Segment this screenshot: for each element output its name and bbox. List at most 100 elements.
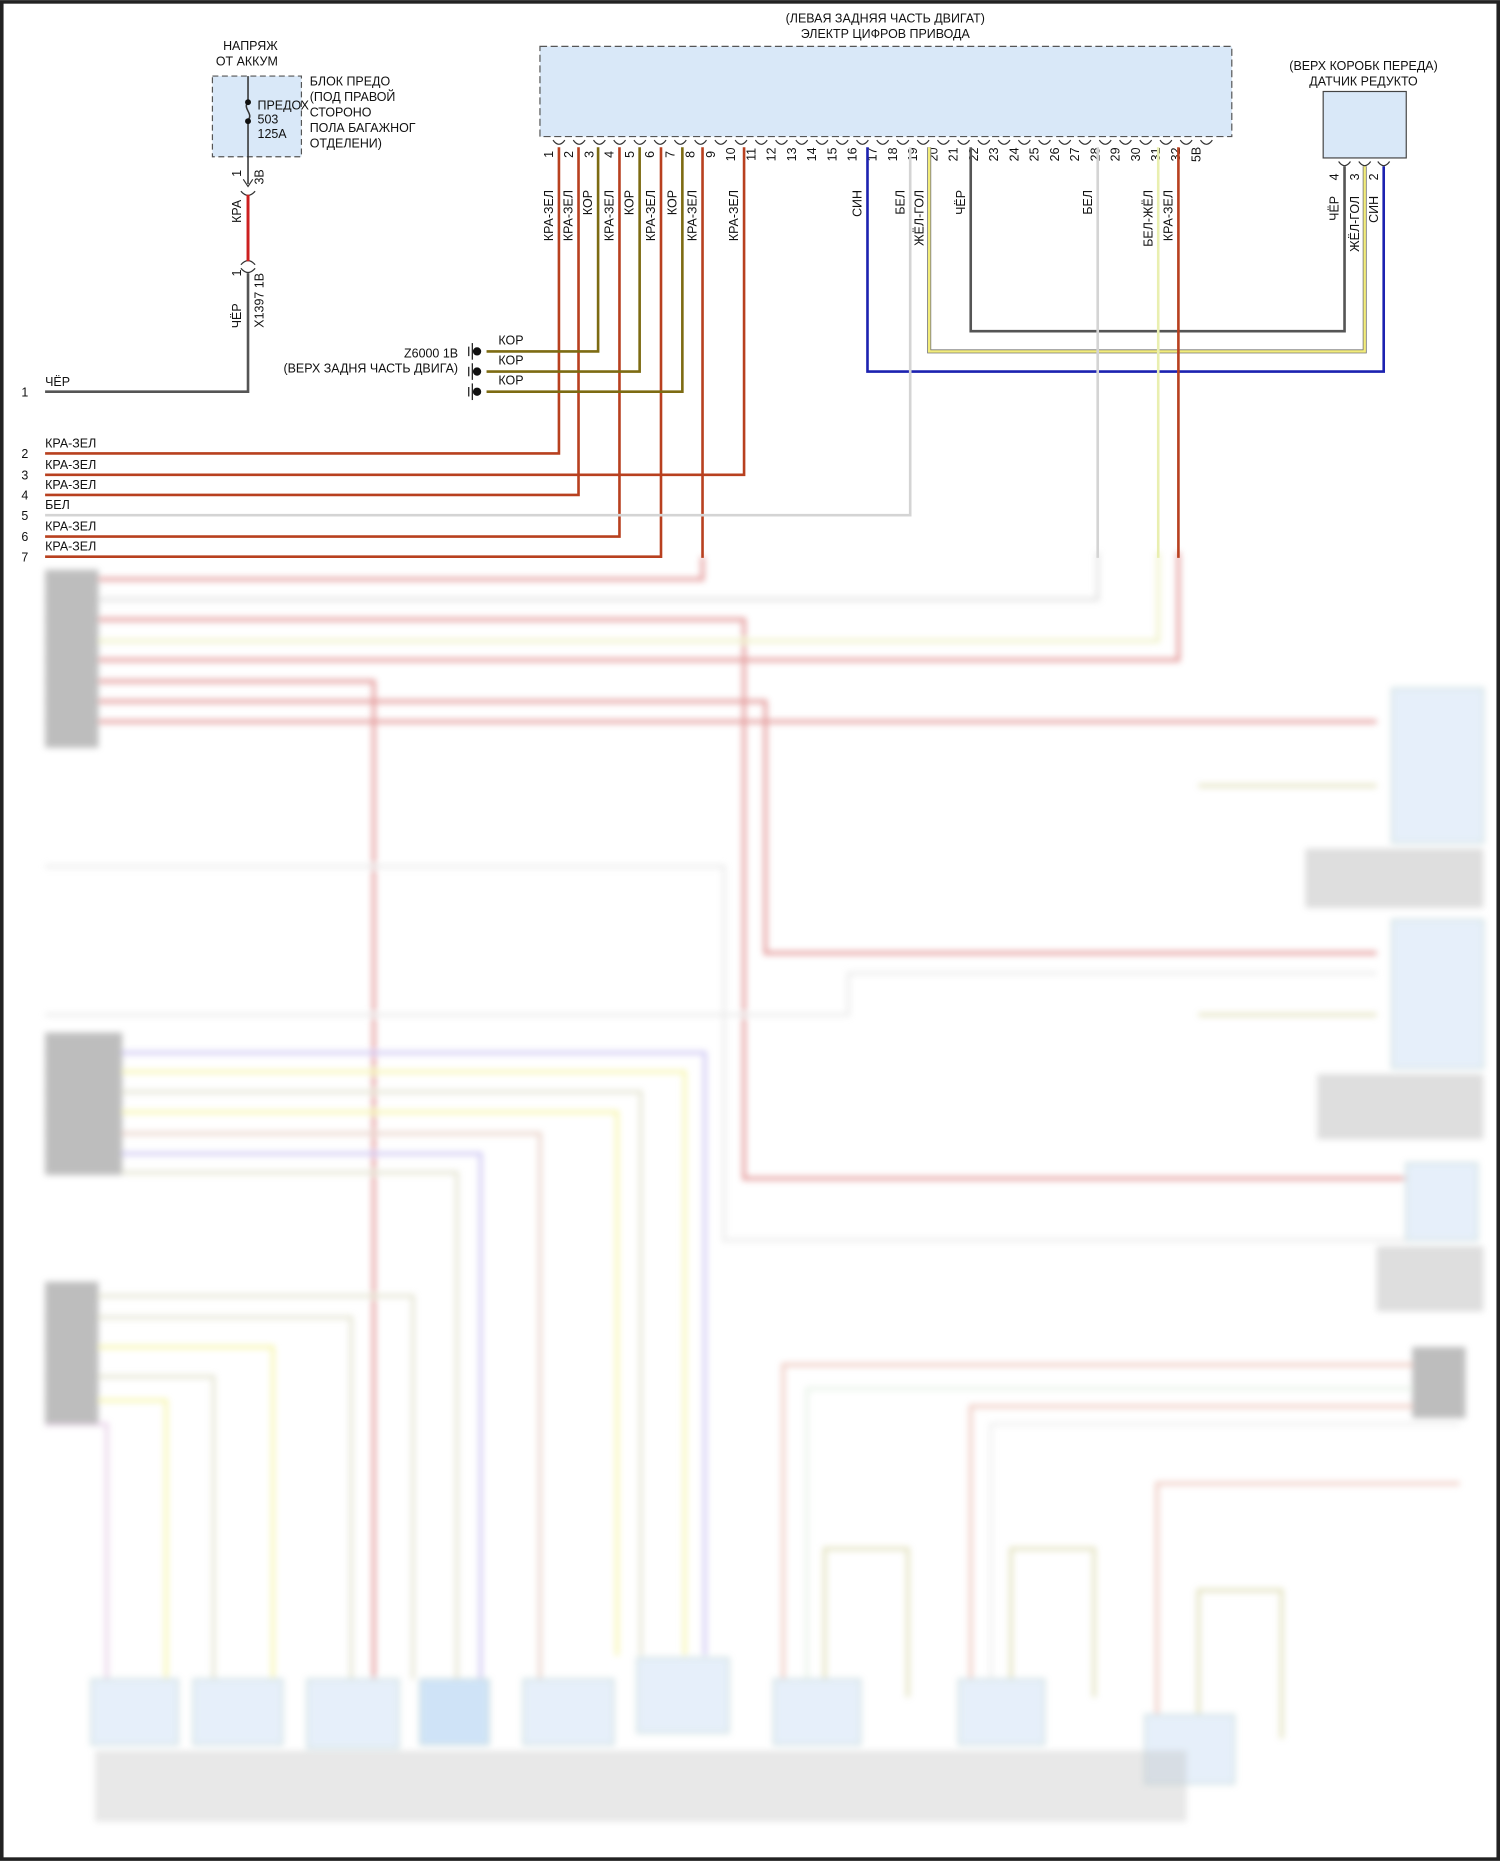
pin-number: 18 xyxy=(886,147,900,161)
wire xyxy=(45,1151,483,1680)
pin-number: 8 xyxy=(684,151,698,158)
pin-number: 12 xyxy=(765,147,779,161)
pin-connector-icon xyxy=(775,139,788,145)
pin-connector-icon xyxy=(896,139,910,145)
pin-connector-icon xyxy=(1159,139,1173,145)
wire-color-label: КРА-ЗЕЛ xyxy=(603,190,617,241)
component xyxy=(1391,918,1485,1070)
pin-number: 4 xyxy=(1328,173,1342,180)
pin-connector-icon xyxy=(957,139,971,145)
pin-number: 6 xyxy=(643,151,657,158)
wire xyxy=(45,1090,643,1656)
ecu-wire-labels: КРА-ЗЕЛ КРА-ЗЕЛ КОР КРА-ЗЕЛ КОР КРА-ЗЕЛ КОР КРА… xyxy=(542,190,1175,247)
wire-color-label: КРА-ЗЕЛ xyxy=(1161,190,1175,241)
wire-color-label: КРА-ЗЕЛ xyxy=(542,190,556,241)
wire-color-label: КРА-ЗЕЛ xyxy=(562,190,576,241)
pin-connector-icon xyxy=(633,139,647,145)
connector-label: X1397 1В xyxy=(252,273,266,328)
row-number: 4 xyxy=(21,489,28,503)
wire-color-label: СИН xyxy=(851,190,865,217)
blurred-lower-section xyxy=(45,551,1485,1822)
wire xyxy=(45,556,705,582)
component xyxy=(192,1678,284,1746)
pin-connector-icon xyxy=(1139,139,1153,145)
pin-number: 21 xyxy=(947,147,961,161)
wire xyxy=(45,551,1161,643)
wire xyxy=(822,1546,910,1698)
pin-connector-icon xyxy=(734,139,748,145)
row-number: 6 xyxy=(21,530,28,544)
battery-supply-label: ОТ АККУМ xyxy=(216,54,278,68)
pin-label: 1 xyxy=(230,270,244,277)
svg-text:(ПОД ПРАВОЙ: (ПОД ПРАВОЙ xyxy=(310,89,396,104)
pin-connector-icon xyxy=(1058,139,1072,145)
wire xyxy=(989,1422,1460,1680)
fuse-terminal xyxy=(245,118,251,125)
ecu-title: ЭЛЕКТР ЦИФРОВ ПРИВОДА xyxy=(801,27,971,41)
pin-number: 1 xyxy=(542,151,556,158)
pin-label: 1 xyxy=(230,170,244,177)
pin-number: 4 xyxy=(603,151,617,158)
pin-number: 17 xyxy=(866,147,880,161)
row-wire-color: КРА-ЗЕЛ xyxy=(45,478,96,492)
pin-connector-icon xyxy=(714,139,728,145)
wire xyxy=(45,699,1377,955)
fuse-box xyxy=(211,75,303,158)
wire xyxy=(45,864,1407,1243)
ecu-wires xyxy=(45,147,1386,558)
row-wire-color: КРА-ЗЕЛ xyxy=(45,458,96,472)
pin-connector-icon xyxy=(1199,139,1213,145)
wire-color-label: БЕЛ-ЖЁЛ xyxy=(1141,190,1155,247)
row-wire-color: КРА-ЗЕЛ xyxy=(45,437,96,451)
pin-connector-icon xyxy=(815,139,829,145)
wire xyxy=(1196,1588,1284,1739)
wire xyxy=(805,1386,1460,1680)
svg-text:ОТДЕЛЕНИ): ОТДЕЛЕНИ) xyxy=(310,136,382,150)
pin-connector-icon xyxy=(1098,139,1112,145)
fuse-terminal xyxy=(245,99,251,106)
pin-connector-icon xyxy=(552,139,566,145)
row-wire-color: ЧЁР xyxy=(45,375,70,389)
row-wire-color: КРА-ЗЕЛ xyxy=(45,540,96,554)
wire xyxy=(781,1363,1460,1680)
fuse-box-label: БЛОК ПРЕДО (ПОД ПРАВОЙ СТОРОНО ПОЛА БАГА… xyxy=(310,75,416,151)
pin-number: 13 xyxy=(785,147,799,161)
wire-pin6 xyxy=(45,147,663,558)
pin-connector-icon xyxy=(795,139,809,145)
pin-number: 11 xyxy=(744,148,758,161)
pin-number: 27 xyxy=(1068,147,1082,161)
ground-wire-color: КОР xyxy=(498,374,523,388)
wire-color-label: ЧЁР xyxy=(954,190,968,215)
wire-pin19-fill xyxy=(928,147,1366,353)
pin-number: 14 xyxy=(805,147,819,161)
wire xyxy=(45,1069,687,1656)
pin-number: 5В xyxy=(1189,147,1203,162)
row-number: 2 xyxy=(21,447,28,461)
wire-color-label: КРА-ЗЕЛ xyxy=(686,190,700,241)
wire-pin16 xyxy=(866,147,1386,373)
svg-text:125А: 125А xyxy=(258,127,288,141)
wire-color-label: КРА-ЗЕЛ xyxy=(727,190,741,241)
row-wire-color: БЕЛ xyxy=(45,498,70,512)
pin-number: 24 xyxy=(1007,147,1021,161)
battery-supply-label: НАПРЯЖ xyxy=(223,39,278,53)
component xyxy=(1405,1162,1479,1242)
pin-connector-icon xyxy=(1038,139,1051,145)
pin-connector-icon xyxy=(754,139,768,145)
row-number: 5 xyxy=(21,509,28,523)
wire-color-label: ЖЁЛ-ГОЛ xyxy=(912,190,926,246)
wire xyxy=(968,1404,1460,1680)
connector-label: 3В xyxy=(252,169,266,184)
pin-connector-icon xyxy=(1017,139,1031,145)
pin-number: 7 xyxy=(663,151,677,158)
pin-number: 10 xyxy=(724,147,738,161)
pin-number: 16 xyxy=(846,147,860,161)
wire-pin18 xyxy=(45,147,912,517)
wire-color-label: ЖЁЛ-ГОЛ xyxy=(1348,196,1362,252)
wire-color-label: СИН xyxy=(1367,196,1381,223)
svg-text:СТОРОНО: СТОРОНО xyxy=(310,105,372,119)
wire-color-label: БЕЛ xyxy=(893,190,907,215)
pin-connector-icon xyxy=(613,139,627,145)
wire xyxy=(45,1294,415,1680)
pin-number: 25 xyxy=(1028,147,1042,161)
